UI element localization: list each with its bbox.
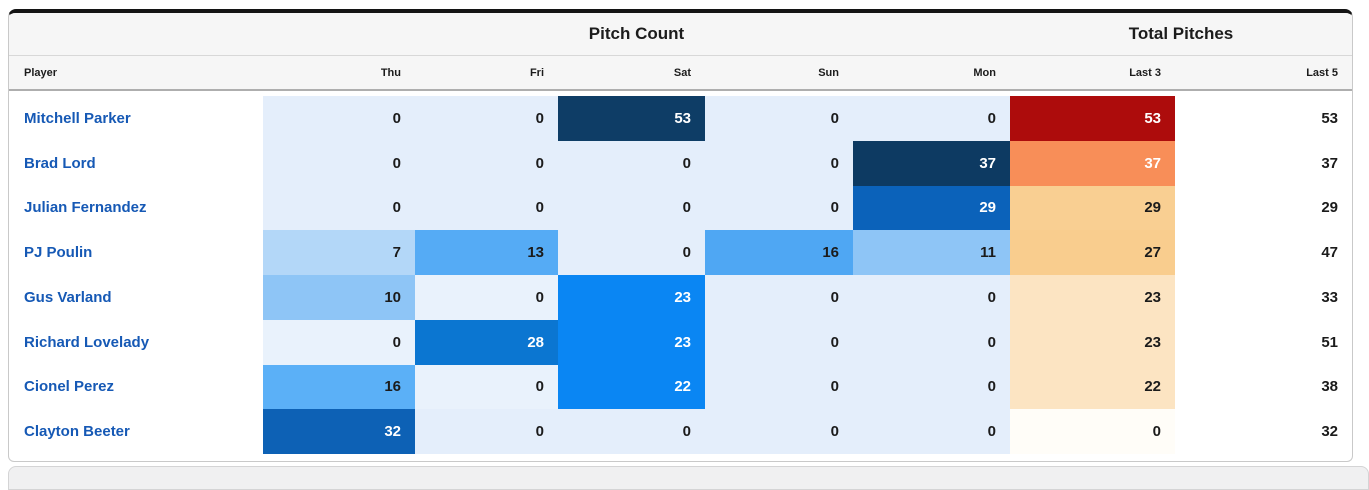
heatmap-cell-mon: 0 xyxy=(853,319,1010,365)
heatmap-cell-sun: 0 xyxy=(705,275,853,320)
heatmap-cell-mon: 11 xyxy=(853,230,1010,275)
player-link[interactable]: Brad Lord xyxy=(9,140,263,186)
table-row: Brad Lord 0 0 0 0 37 37 37 xyxy=(9,140,1352,186)
heatmap-cell-last5: 47 xyxy=(1321,244,1338,262)
player-link[interactable]: Gus Varland xyxy=(9,275,263,320)
heatmap-cell-sun: 0 xyxy=(705,364,853,410)
heatmap-cell-thu: 10 xyxy=(263,275,415,320)
heatmap-cell-sun: 0 xyxy=(705,319,853,365)
heatmap-cell-fri: 0 xyxy=(415,185,558,231)
table-row: Mitchell Parker 0 0 53 0 0 53 53 xyxy=(9,96,1352,141)
heatmap-cell-thu: 7 xyxy=(263,230,415,275)
table-row: Richard Lovelady 0 28 23 0 0 23 51 xyxy=(9,319,1352,365)
heatmap-cell-last3: 0 xyxy=(1010,409,1175,454)
heatmap-cell-sat: 22 xyxy=(558,364,705,410)
heatmap-cell-fri: 0 xyxy=(415,96,558,141)
heatmap-cell-last5: 51 xyxy=(1321,333,1338,351)
heatmap-cell-last5: 33 xyxy=(1321,288,1338,306)
heatmap-cell-last3: 53 xyxy=(1010,96,1175,141)
heatmap-cell-sun: 16 xyxy=(705,230,853,275)
group-header-total-pitches: Total Pitches xyxy=(1128,24,1234,43)
heatmap-cell-sun: 0 xyxy=(705,185,853,231)
pitch-count-card: Pitch Count Total Pitches Player Thu Fri… xyxy=(8,9,1353,462)
heatmap-cell-fri: 0 xyxy=(415,364,558,410)
heatmap-cell-fri: 13 xyxy=(415,230,558,275)
heatmap-cell-last3: 23 xyxy=(1010,319,1175,365)
player-link[interactable]: Cionel Perez xyxy=(9,364,263,410)
heatmap-cell-mon: 0 xyxy=(853,409,1010,454)
column-header-thu: Thu xyxy=(380,66,401,79)
table-row: Julian Fernandez 0 0 0 0 29 29 29 xyxy=(9,185,1352,231)
heatmap-cell-sun: 0 xyxy=(705,409,853,454)
heatmap-cell-last5: 32 xyxy=(1321,423,1338,441)
heatmap-cell-fri: 0 xyxy=(415,140,558,186)
table-row: PJ Poulin 7 13 0 16 11 27 47 xyxy=(9,230,1352,275)
column-header-fri: Fri xyxy=(529,66,544,79)
heatmap-cell-thu: 0 xyxy=(263,140,415,186)
column-header-last5: Last 5 xyxy=(1306,66,1338,79)
heatmap-cell-last5: 29 xyxy=(1321,199,1338,217)
heatmap-cell-sun: 0 xyxy=(705,96,853,141)
column-header-mon: Mon xyxy=(973,66,996,79)
heatmap-cell-thu: 0 xyxy=(263,319,415,365)
heatmap-cell-fri: 0 xyxy=(415,275,558,320)
player-link[interactable]: Richard Lovelady xyxy=(9,319,263,365)
heatmap-cell-sat: 0 xyxy=(558,230,705,275)
heatmap-cell-thu: 0 xyxy=(263,96,415,141)
column-header-sat: Sat xyxy=(673,66,691,79)
heatmap-cell-last3: 27 xyxy=(1010,230,1175,275)
heatmap-cell-mon: 37 xyxy=(853,140,1010,186)
heatmap-cell-mon: 0 xyxy=(853,96,1010,141)
next-card-top-edge xyxy=(8,466,1369,490)
heatmap-cell-thu: 16 xyxy=(263,364,415,410)
heatmap-cell-fri: 0 xyxy=(415,409,558,454)
heatmap-cell-mon: 0 xyxy=(853,275,1010,320)
table-row: Cionel Perez 16 0 22 0 0 22 38 xyxy=(9,364,1352,410)
heatmap-cell-sat: 0 xyxy=(558,140,705,186)
column-header-sun: Sun xyxy=(818,66,839,79)
heatmap-cell-sat: 23 xyxy=(558,275,705,320)
heatmap-cell-thu: 32 xyxy=(263,409,415,454)
group-header-row: Pitch Count Total Pitches xyxy=(9,13,1352,56)
heatmap-cell-last5: 38 xyxy=(1321,378,1338,396)
player-link[interactable]: Mitchell Parker xyxy=(9,96,263,141)
heatmap-cell-mon: 0 xyxy=(853,364,1010,410)
heatmap-cell-last5: 53 xyxy=(1321,109,1338,127)
heatmap-cell-thu: 0 xyxy=(263,185,415,231)
column-header-last3: Last 3 xyxy=(1129,66,1161,79)
group-header-pitch-count: Pitch Count xyxy=(588,24,685,43)
heatmap-cell-sat: 53 xyxy=(558,96,705,141)
player-link[interactable]: Clayton Beeter xyxy=(9,409,263,454)
heatmap-cell-last3: 29 xyxy=(1010,185,1175,231)
heatmap-cell-last3: 23 xyxy=(1010,275,1175,320)
column-header-row: Player Thu Fri Sat Sun Mon Last 3 Last 5 xyxy=(9,56,1352,91)
table-row: Clayton Beeter 32 0 0 0 0 0 32 xyxy=(9,409,1352,454)
heatmap-cell-mon: 29 xyxy=(853,185,1010,231)
heatmap-cell-last3: 37 xyxy=(1010,140,1175,186)
heatmap-cell-fri: 28 xyxy=(415,319,558,365)
player-link[interactable]: PJ Poulin xyxy=(9,230,263,275)
column-header-player: Player xyxy=(24,66,58,79)
heatmap-cell-last3: 22 xyxy=(1010,364,1175,410)
player-link[interactable]: Julian Fernandez xyxy=(9,185,263,231)
table-row: Gus Varland 10 0 23 0 0 23 33 xyxy=(9,275,1352,320)
heatmap-rows: Mitchell Parker 0 0 53 0 0 53 53 Brad Lord 0 0 0 0 37… xyxy=(9,96,1352,454)
heatmap-cell-sat: 0 xyxy=(558,185,705,231)
heatmap-cell-sat: 0 xyxy=(558,409,705,454)
heatmap-cell-sun: 0 xyxy=(705,140,853,186)
heatmap-cell-sat: 23 xyxy=(558,319,705,365)
heatmap-cell-last5: 37 xyxy=(1321,154,1338,172)
